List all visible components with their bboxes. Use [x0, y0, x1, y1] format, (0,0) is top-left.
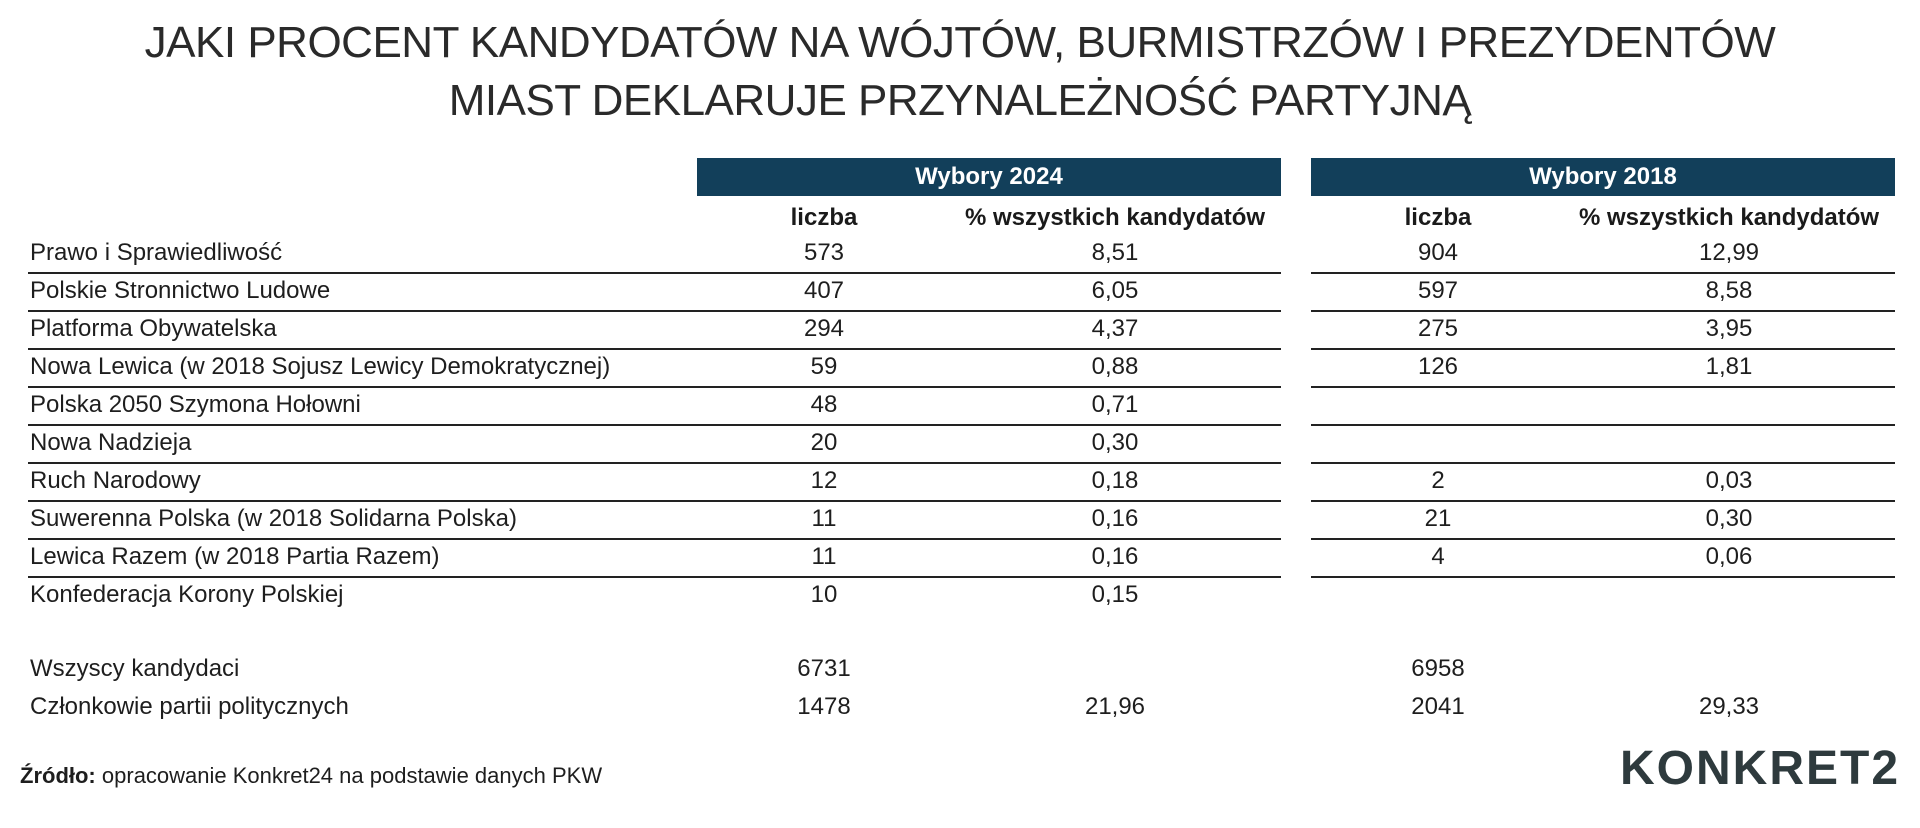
- row-divider-2024: [28, 576, 1281, 578]
- col-header-liczba-2024: liczba: [790, 204, 858, 231]
- row-divider-2018: [1311, 576, 1895, 578]
- row-label: Suwerenna Polska (w 2018 Solidarna Polsk…: [30, 505, 517, 532]
- cell-p2024: 8,51: [1091, 239, 1139, 266]
- cell-n2024: 10: [810, 581, 838, 608]
- cell-p2024: 4,37: [1091, 315, 1139, 342]
- cell-p2018: 0,30: [1705, 505, 1753, 532]
- cell-p2018: 0,06: [1705, 543, 1753, 570]
- row-label: Ruch Narodowy: [30, 467, 201, 494]
- logo-text: KONKRET24: [1620, 742, 1898, 790]
- row-divider-2024: [28, 272, 1281, 274]
- col-header-liczba-2018: liczba: [1404, 204, 1472, 231]
- cell-n2018: 275: [1417, 315, 1459, 342]
- cell-n2018: 2: [1431, 467, 1445, 494]
- cell-n2018: 904: [1417, 239, 1459, 266]
- cell-n2024: 573: [803, 239, 845, 266]
- row-label: Lewica Razem (w 2018 Partia Razem): [30, 543, 440, 570]
- cell-p2024: 0,30: [1091, 429, 1139, 456]
- source-label: Źródło:: [20, 763, 96, 788]
- cell-p2018: 12,99: [1698, 239, 1760, 266]
- row-divider-2024: [28, 538, 1281, 540]
- row-divider-2018: [1311, 538, 1895, 540]
- row-label: Platforma Obywatelska: [30, 315, 277, 342]
- row-label: Nowa Lewica (w 2018 Sojusz Lewicy Demokr…: [30, 353, 611, 380]
- cell-n2024: 11: [811, 543, 837, 570]
- row-label: Nowa Nadzieja: [30, 429, 192, 456]
- cell-p2024: 0,16: [1091, 505, 1139, 532]
- cell-n2024: 12: [810, 467, 838, 494]
- cell-p2024: 0,15: [1091, 581, 1139, 608]
- group-header-2024: Wybory 2024: [697, 158, 1281, 196]
- totals-cell-n2024: 6731: [797, 655, 851, 682]
- cell-p2024: 6,05: [1091, 277, 1139, 304]
- totals-cell-p2018: 29,33: [1698, 693, 1760, 720]
- row-divider-2024: [28, 500, 1281, 502]
- totals-cell-n2018: 6958: [1411, 655, 1465, 682]
- cell-n2024: 20: [810, 429, 838, 456]
- title-line-2: MIAST DEKLARUJE PRZYNALEŻNOŚĆ PARTYJNĄ: [448, 76, 1472, 125]
- cell-p2024: 0,16: [1091, 543, 1139, 570]
- row-divider-2018: [1311, 348, 1895, 350]
- cell-p2018: 0,03: [1705, 467, 1753, 494]
- row-divider-2018: [1311, 462, 1895, 464]
- row-divider-2024: [28, 348, 1281, 350]
- cell-p2024: 0,88: [1091, 353, 1139, 380]
- cell-n2024: 407: [803, 277, 845, 304]
- cell-n2018: 21: [1424, 505, 1452, 532]
- cell-p2018: 8,58: [1705, 277, 1753, 304]
- row-divider-2024: [28, 462, 1281, 464]
- row-label: Polska 2050 Szymona Hołowni: [30, 391, 361, 418]
- row-divider-2024: [28, 310, 1281, 312]
- col-header-pct-2024: % wszystkich kandydatów: [964, 204, 1266, 231]
- cell-n2024: 11: [811, 505, 837, 532]
- totals-cell-n2024: 1478: [797, 693, 851, 720]
- source-note: Źródło: opracowanie Konkret24 na podstaw…: [20, 762, 602, 790]
- title-line-1: JAKI PROCENT KANDYDATÓW NA WÓJTÓW, BURMI…: [144, 18, 1776, 67]
- row-divider-2018: [1311, 310, 1895, 312]
- cell-n2024: 294: [803, 315, 845, 342]
- totals-cell-p2024: 21,96: [1084, 693, 1146, 720]
- cell-n2018: 126: [1417, 353, 1459, 380]
- cell-n2018: 4: [1431, 543, 1445, 570]
- cell-n2024: 59: [810, 353, 838, 380]
- cell-p2018: 1,81: [1705, 353, 1753, 380]
- chart-title: JAKI PROCENT KANDYDATÓW NA WÓJTÓW, BURMI…: [0, 14, 1920, 130]
- col-header-pct-2018: % wszystkich kandydatów: [1578, 204, 1880, 231]
- totals-label: Wszyscy kandydaci: [30, 655, 240, 682]
- row-label: Konfederacja Korony Polskiej: [30, 581, 344, 608]
- row-divider-2018: [1311, 424, 1895, 426]
- cell-p2018: 3,95: [1705, 315, 1753, 342]
- cell-n2018: 597: [1417, 277, 1459, 304]
- row-divider-2024: [28, 424, 1281, 426]
- cell-p2024: 0,71: [1091, 391, 1139, 418]
- row-divider-2024: [28, 386, 1281, 388]
- totals-cell-n2018: 2041: [1411, 693, 1465, 720]
- row-divider-2018: [1311, 272, 1895, 274]
- group-header-2018: Wybory 2018: [1311, 158, 1895, 196]
- cell-n2024: 48: [810, 391, 838, 418]
- row-divider-2018: [1311, 386, 1895, 388]
- row-divider-2018: [1311, 500, 1895, 502]
- row-label: Prawo i Sprawiedliwość: [30, 239, 283, 266]
- konkret24-logo: KONKRET24: [1620, 742, 1898, 790]
- cell-p2024: 0,18: [1091, 467, 1139, 494]
- totals-label: Członkowie partii politycznych: [30, 693, 349, 720]
- source-text: opracowanie Konkret24 na podstawie danyc…: [101, 763, 603, 788]
- row-label: Polskie Stronnictwo Ludowe: [30, 277, 331, 304]
